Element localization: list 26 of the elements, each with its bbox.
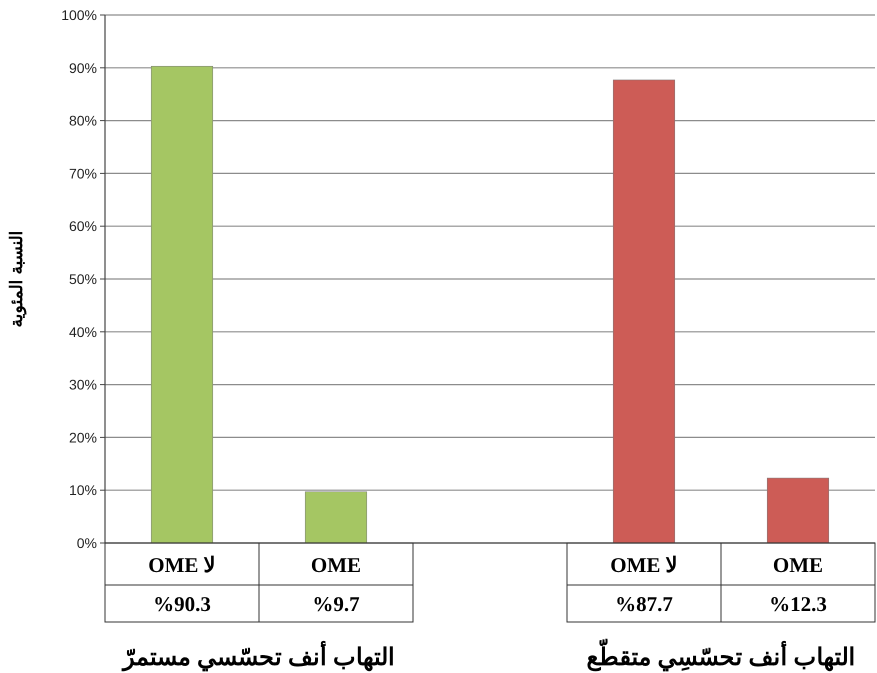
x-tick-label: OME bbox=[310, 553, 362, 577]
bar bbox=[304, 492, 368, 544]
y-axis-title: النسبة المئوية bbox=[7, 230, 27, 328]
y-tick-label: 40% bbox=[68, 324, 97, 340]
data-label: %87.7 bbox=[615, 592, 673, 616]
data-label: %9.7 bbox=[312, 592, 360, 616]
y-tick-label: 60% bbox=[68, 218, 97, 234]
y-tick-label: 10% bbox=[68, 482, 97, 498]
text: التهاب أنف تحسّسي مستمرّ bbox=[121, 639, 395, 672]
y-tick-label: 30% bbox=[68, 376, 97, 393]
y-tick-label: 100% bbox=[61, 7, 97, 23]
text: التهاب أنف تحسّسِي متقطّع bbox=[586, 638, 856, 672]
y-tick-label: 0% bbox=[76, 535, 97, 551]
bar bbox=[150, 66, 214, 544]
data-label: %90.3 bbox=[153, 592, 211, 616]
x-tick-label: OME bbox=[772, 553, 824, 577]
bar bbox=[612, 80, 676, 544]
y-tick-label: 50% bbox=[68, 271, 97, 287]
x-tick-label: لا OME bbox=[148, 553, 216, 577]
y-tick-label: 20% bbox=[68, 429, 97, 446]
y-tick-label: 80% bbox=[68, 112, 97, 129]
y-tick-label: 90% bbox=[68, 60, 97, 76]
data-label: %12.3 bbox=[769, 592, 827, 616]
x-tick-label: لا OME bbox=[610, 553, 678, 577]
bar bbox=[766, 478, 830, 544]
y-tick-label: 70% bbox=[68, 165, 97, 182]
